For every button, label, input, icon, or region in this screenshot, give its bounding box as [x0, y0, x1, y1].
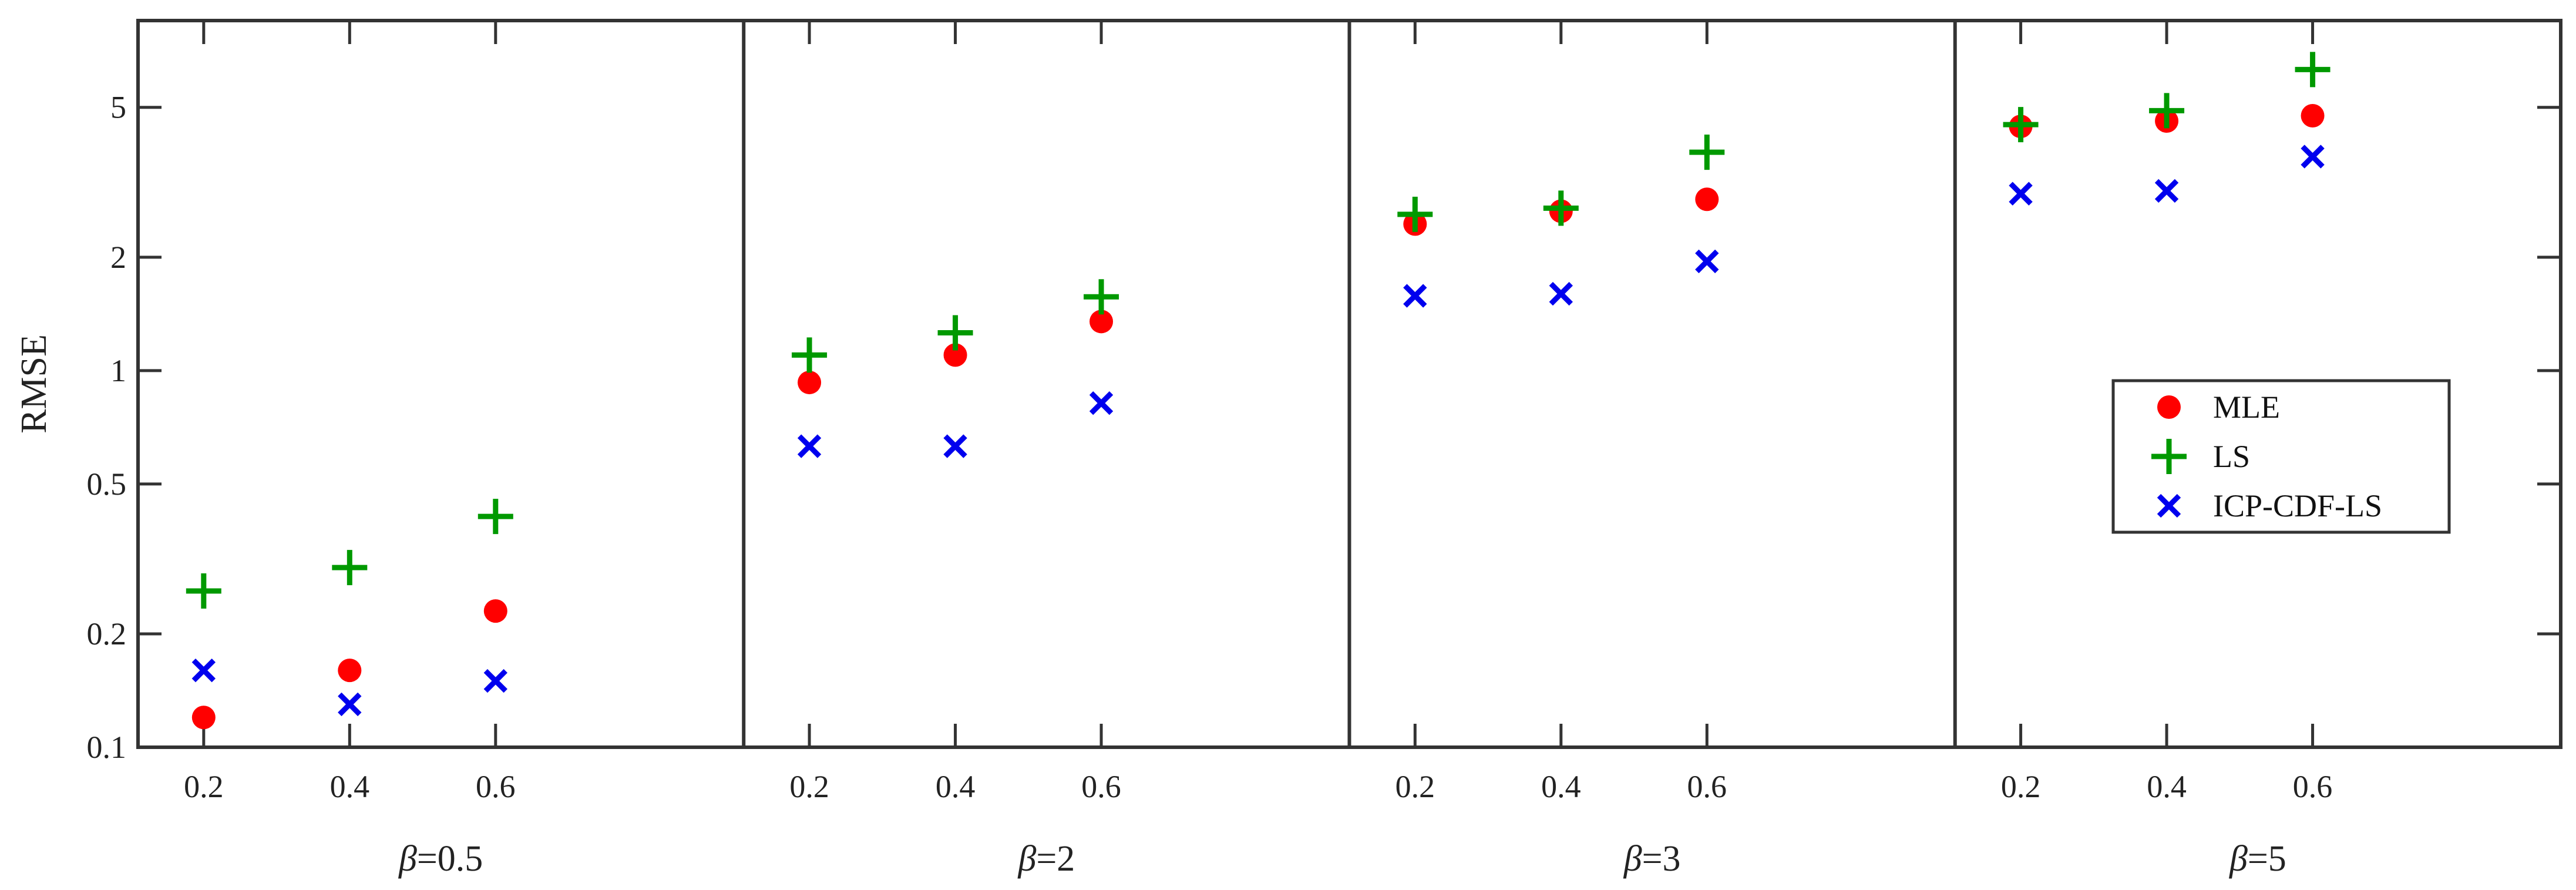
panel-label: β=5: [2229, 839, 2286, 879]
point-ls: [2149, 93, 2185, 129]
point-icp-cdf-ls: [943, 434, 967, 458]
point-ls: [2003, 107, 2039, 143]
point-icp-cdf-ls: [1695, 249, 1719, 274]
y-tick-label: 0.1: [87, 730, 127, 765]
y-tick-label: 5: [110, 90, 126, 125]
y-tick-label: 2: [110, 240, 126, 275]
point-ls: [186, 573, 221, 609]
x-tick-label: 0.4: [330, 769, 370, 804]
x-tick-label: 0.4: [1541, 769, 1581, 804]
marker-stroke: [2009, 182, 2033, 206]
point-ls: [792, 337, 828, 373]
marker-stroke: [797, 434, 822, 458]
point-icp-cdf-ls: [2009, 182, 2033, 206]
panels: 0.2 0.4 0.6β=0.50.2 0.4 0.6β=20.2 0.4 0.6β=30.…: [184, 21, 2332, 879]
panel-label-value: =5: [2248, 839, 2286, 879]
legend-marker-icp-cdf-ls: [2157, 493, 2181, 518]
point-ls: [332, 550, 368, 586]
y-tick-label: 0.2: [87, 616, 127, 651]
point-icp-cdf-ls: [2301, 145, 2325, 169]
marker-stroke: [191, 658, 216, 683]
marker-stroke: [1695, 249, 1719, 274]
panel-label-symbol: β: [2229, 839, 2248, 879]
marker-stroke: [2157, 493, 2181, 518]
marker-stroke: [1403, 284, 1427, 308]
x-tick-label: 0.2: [1395, 769, 1435, 804]
x-tick-label: 0.6: [1687, 769, 1727, 804]
point-ls: [1689, 135, 1725, 170]
y-tick-label: 0.5: [87, 466, 127, 502]
point-icp-cdf-ls: [797, 434, 822, 458]
plot-frame: [136, 19, 2562, 749]
marker-stroke: [1549, 281, 1573, 306]
point-ls: [1397, 196, 1433, 232]
panel-label: β=0.5: [398, 839, 483, 879]
point-ls: [2295, 52, 2330, 88]
panel-label-symbol: β: [1017, 839, 1036, 879]
panel-label-value: =3: [1642, 839, 1681, 879]
point-ls: [1543, 190, 1579, 226]
x-tick-label: 0.6: [1081, 769, 1121, 804]
point-mle: [2301, 104, 2325, 128]
point-icp-cdf-ls: [338, 692, 362, 717]
x-tick-label: 0.4: [2147, 769, 2187, 804]
point-mle: [1695, 187, 1719, 211]
x-tick-label: 0.2: [2001, 769, 2041, 804]
marker-stroke: [2301, 145, 2325, 169]
point-icp-cdf-ls: [1403, 284, 1427, 308]
point-icp-cdf-ls: [1549, 281, 1573, 306]
legend-label-mle: MLE: [2213, 389, 2280, 425]
panel-label-value: =2: [1036, 839, 1075, 879]
panel-label: β=3: [1623, 839, 1681, 879]
x-tick-label: 0.2: [789, 769, 829, 804]
point-ls: [1084, 279, 1119, 315]
panel-label-value: =0.5: [417, 839, 483, 879]
y-axis-label: RMSE: [14, 334, 54, 434]
point-icp-cdf-ls: [483, 669, 507, 693]
panel-label-symbol: β: [398, 839, 417, 879]
data-marks: [186, 52, 2330, 730]
point-icp-cdf-ls: [1089, 391, 1114, 415]
point-mle: [943, 343, 967, 367]
legend-marker-ls: [2151, 439, 2187, 474]
point-mle: [798, 371, 822, 395]
marker-stroke: [2154, 179, 2179, 203]
x-tick-label: 0.4: [936, 769, 976, 804]
marker-stroke: [1089, 391, 1114, 415]
legend-label-ls: LS: [2213, 439, 2250, 474]
legend: MLE LS ICP-CDF-LS: [2111, 379, 2451, 534]
point-mle: [338, 659, 362, 683]
point-mle: [1089, 310, 1114, 334]
point-ls: [477, 499, 513, 535]
point-mle: [191, 706, 216, 730]
x-tick-label: 0.6: [476, 769, 516, 804]
point-ls: [937, 315, 973, 351]
marker-stroke: [943, 434, 967, 458]
y-tick-label: 1: [110, 353, 126, 388]
point-icp-cdf-ls: [2154, 179, 2179, 203]
panel-label: β=2: [1017, 839, 1075, 879]
x-tick-label: 0.6: [2293, 769, 2333, 804]
x-tick-label: 0.2: [184, 769, 224, 804]
panel-label-symbol: β: [1623, 839, 1642, 879]
legend-label-icp-cdf-ls: ICP-CDF-LS: [2213, 488, 2382, 523]
point-mle: [483, 599, 507, 623]
marker-stroke: [338, 692, 362, 717]
point-icp-cdf-ls: [191, 658, 216, 683]
marker-stroke: [483, 669, 507, 693]
legend-marker-mle: [2157, 395, 2181, 419]
y-axis: 0.1 0.2 0.5 1 2 5: [87, 90, 2561, 765]
